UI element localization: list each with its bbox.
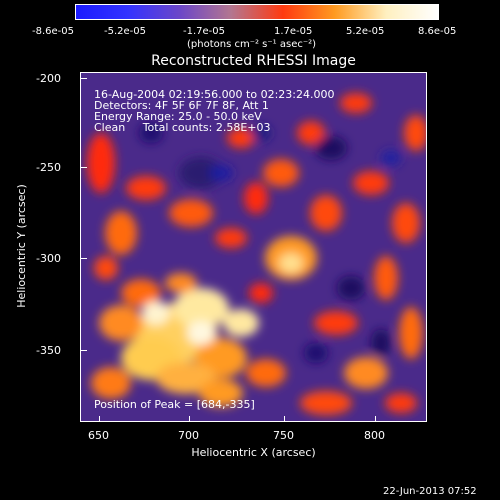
colorbar-tick-label: -5.2e-05	[104, 26, 146, 37]
colorbar-tick-label: 5.2e-05	[346, 26, 385, 37]
plot-title: Reconstructed RHESSI Image	[151, 53, 356, 69]
y-axis-label: Heliocentric Y (arcsec)	[15, 184, 28, 308]
image-blob	[249, 283, 273, 303]
x-tick-label: 650	[88, 429, 109, 442]
image-blob	[353, 171, 389, 195]
image-blob	[392, 203, 420, 243]
image-blob	[223, 309, 259, 337]
y-tick-label: -200	[36, 72, 61, 85]
image-blob	[142, 301, 170, 325]
image-blob	[173, 288, 229, 328]
annotation-detectors: Detectors: 4F 5F 6F 7F 8F, Att 1	[94, 99, 269, 112]
colorbar-tick-label: -8.6e-05	[32, 26, 74, 37]
annotation-time-range: 16-Aug-2004 02:19:56.000 to 02:23:24.000	[94, 88, 335, 101]
image-blob	[187, 321, 215, 345]
x-tick	[375, 416, 376, 422]
image-blob	[263, 159, 299, 187]
image-blob	[381, 150, 401, 166]
image-blob	[251, 125, 271, 141]
image-blob	[337, 276, 365, 300]
image-blob	[139, 123, 163, 143]
image-blob	[199, 379, 243, 407]
x-tick	[99, 416, 100, 422]
y-tick	[81, 167, 87, 168]
image-blob	[371, 329, 391, 357]
image-blob	[340, 93, 372, 113]
image-blob	[156, 362, 216, 394]
image-blob	[246, 359, 286, 387]
y-tick-label: -350	[36, 344, 61, 357]
image-blob	[126, 176, 166, 200]
annotation-peak-position: Position of Peak = [684,-335]	[94, 398, 255, 411]
x-tick-label: 700	[178, 429, 199, 442]
image-blob	[215, 228, 247, 248]
colorbar	[75, 4, 439, 20]
y-tick-label: -250	[36, 161, 61, 174]
image-blob	[374, 256, 398, 300]
x-tick	[284, 416, 285, 422]
image-blob	[304, 343, 328, 363]
image-blob	[385, 393, 417, 413]
image-blob	[310, 195, 342, 231]
colorbar-tick-label: 8.6e-05	[418, 26, 457, 37]
image-blob	[179, 157, 223, 189]
colorbar-units: (photons cm⁻² s⁻¹ asec⁻²)	[187, 39, 317, 50]
x-tick	[189, 416, 190, 422]
image-blob	[165, 273, 197, 293]
image-blob	[209, 165, 233, 181]
reconstructed-image: 16-Aug-2004 02:19:56.000 to 02:23:24.000…	[80, 72, 427, 422]
image-blob	[94, 256, 118, 280]
y-tick	[81, 350, 87, 351]
image-blob	[244, 182, 268, 214]
image-blob	[87, 133, 115, 193]
image-blob	[297, 121, 325, 145]
rhessi-image	[81, 73, 426, 421]
x-tick-label: 800	[364, 429, 385, 442]
image-blob	[399, 307, 423, 359]
annotation-energy-range: Energy Range: 25.0 - 50.0 keV	[94, 110, 262, 123]
x-axis-label: Heliocentric X (arcsec)	[191, 446, 316, 459]
image-blob	[315, 136, 347, 160]
y-tick-label: -300	[36, 252, 61, 265]
image-blob	[121, 279, 161, 307]
image-blob	[344, 357, 388, 389]
image-blob	[227, 128, 255, 148]
y-tick	[81, 78, 87, 79]
image-blob	[314, 311, 358, 335]
footer-date: 22-Jun-2013 07:52	[383, 486, 477, 497]
image-blob	[91, 367, 131, 399]
image-blob	[169, 199, 213, 227]
colorbar-tick-label: 1.7e-05	[274, 26, 313, 37]
image-blob	[99, 305, 143, 341]
image-blob	[300, 391, 352, 415]
image-blob	[404, 115, 426, 151]
image-blob	[105, 211, 137, 255]
x-tick-label: 750	[273, 429, 294, 442]
image-blob	[279, 253, 303, 273]
y-tick	[81, 258, 87, 259]
colorbar-tick-label: -1.7e-05	[183, 26, 225, 37]
annotation-clean-counts: Clean Total counts: 2.58E+03	[94, 121, 271, 134]
